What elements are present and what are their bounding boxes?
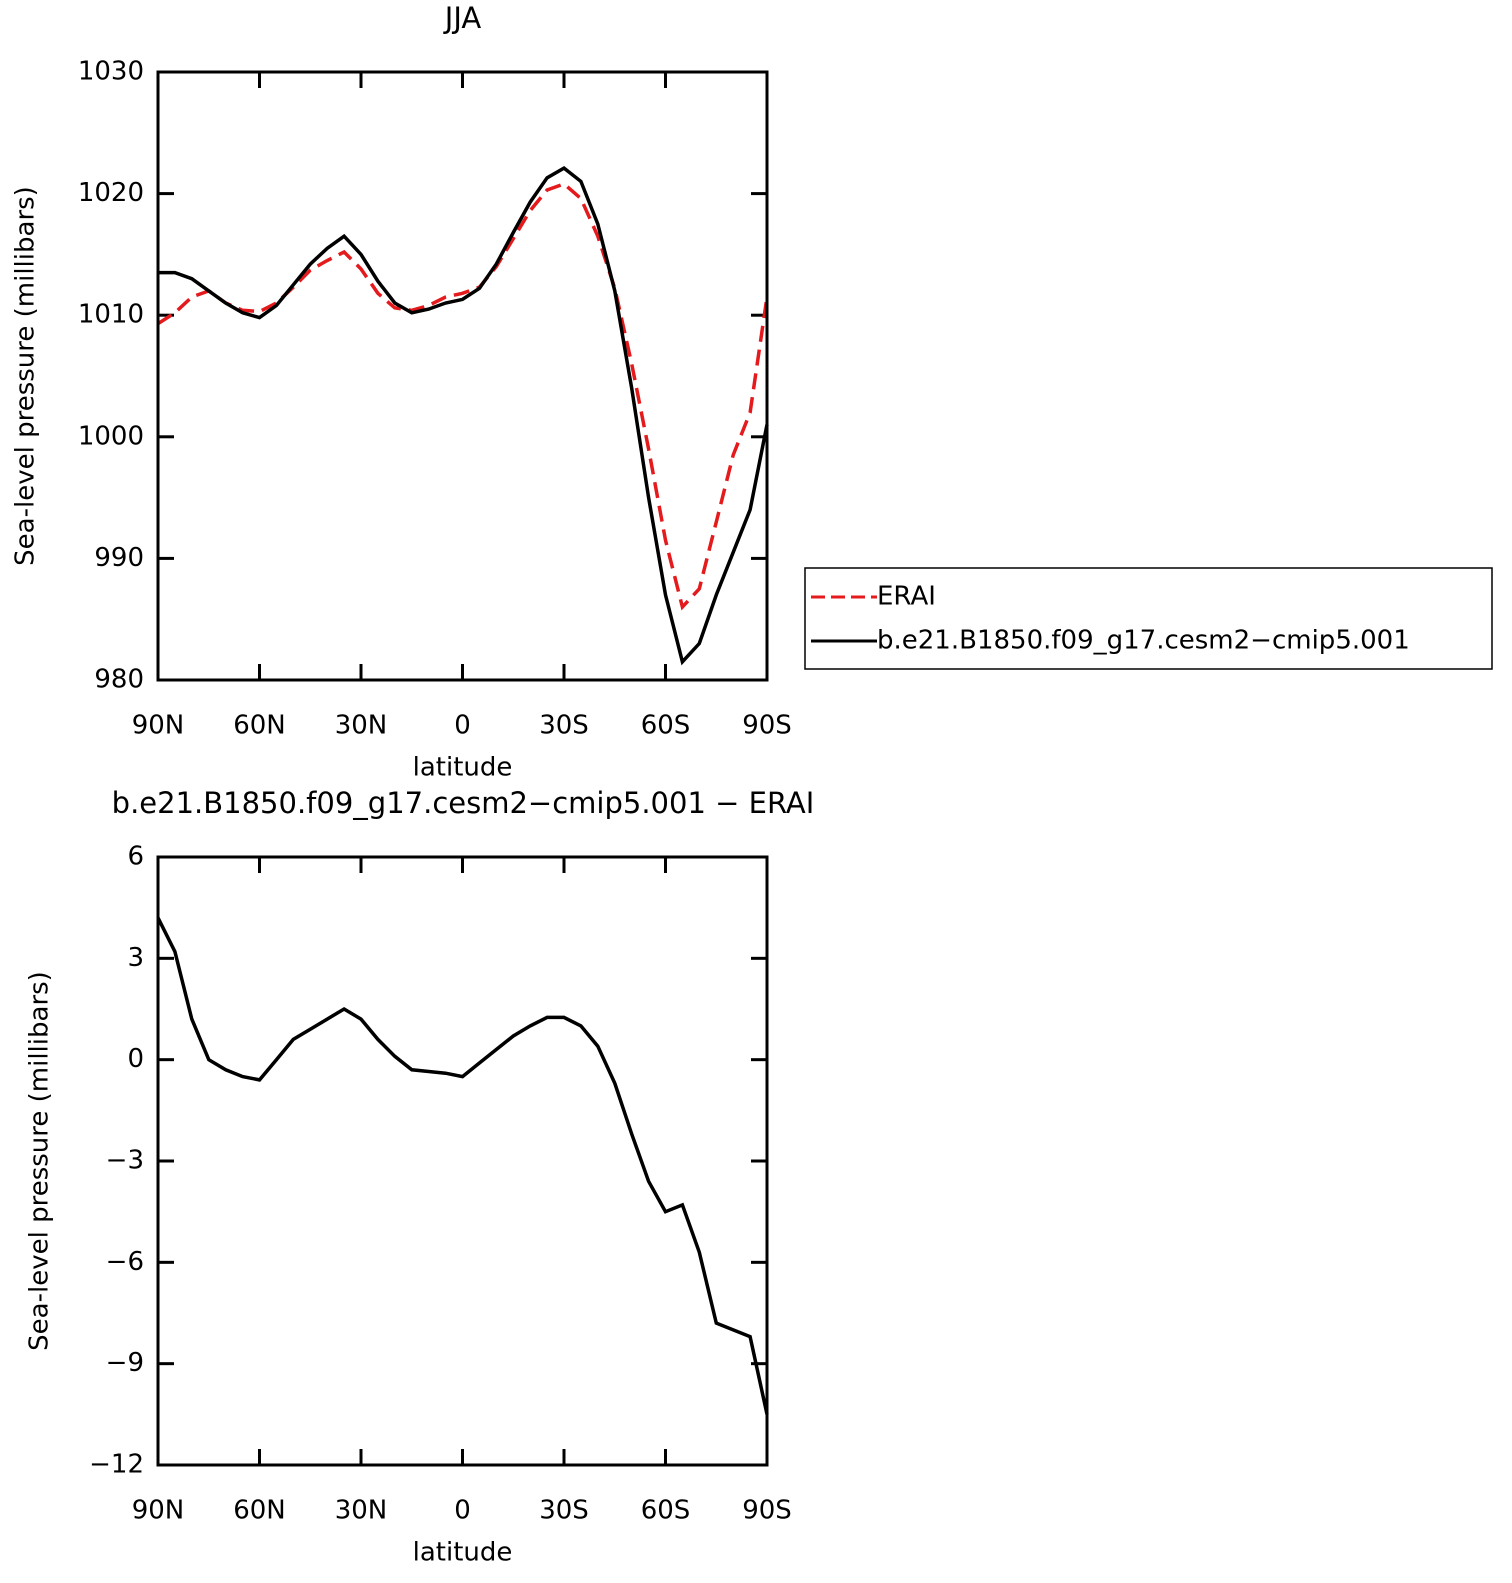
y-tick-label: 1000	[78, 421, 144, 451]
y-tick-label: −6	[106, 1247, 144, 1277]
x-tick-label: 90S	[742, 1496, 792, 1526]
y-tick-label: 1010	[78, 300, 144, 330]
x-tick-label: 0	[454, 711, 471, 741]
y-tick-label: 6	[127, 842, 144, 872]
y-axis-label: Sea-level pressure (millibars)	[11, 186, 41, 566]
x-tick-label: 60S	[641, 711, 691, 741]
y-tick-label: −9	[106, 1348, 144, 1378]
x-tick-label: 60N	[233, 1496, 286, 1526]
chart-title: JJA	[443, 1, 482, 35]
y-tick-label: −12	[89, 1450, 144, 1480]
y-tick-label: 980	[94, 665, 144, 695]
x-tick-label: 90N	[132, 711, 185, 741]
x-tick-label: 30S	[539, 711, 589, 741]
legend-label: b.e21.B1850.f09_g17.cesm2−cmip5.001	[877, 626, 1410, 656]
x-tick-label: 60N	[233, 711, 286, 741]
legend-box	[804, 567, 1493, 670]
x-tick-label: 30S	[539, 1496, 589, 1526]
y-axis-label: Sea-level pressure (millibars)	[25, 971, 55, 1351]
x-axis-label: latitude	[413, 1538, 513, 1568]
x-tick-label: 30N	[335, 1496, 388, 1526]
data-line	[158, 165, 769, 666]
x-tick-label: 30N	[335, 711, 388, 741]
x-tick-label: 90S	[742, 711, 792, 741]
chart-title: b.e21.B1850.f09_g17.cesm2−cmip5.001 − ER…	[112, 786, 815, 820]
plot-frame	[156, 70, 769, 682]
legend-label: ERAI	[877, 582, 936, 612]
data-line	[156, 917, 769, 1415]
y-tick-label: 990	[94, 543, 144, 573]
x-tick-label: 0	[454, 1496, 471, 1526]
y-tick-label: 1020	[78, 178, 144, 208]
data-line	[157, 181, 769, 611]
y-tick-label: 1030	[78, 57, 144, 87]
x-tick-label: 90N	[132, 1496, 185, 1526]
y-tick-label: −3	[106, 1146, 144, 1176]
plot-frame	[156, 855, 769, 1467]
y-tick-label: 3	[127, 943, 144, 973]
y-tick-label: 0	[127, 1044, 144, 1074]
x-axis-label: latitude	[413, 753, 513, 783]
x-tick-label: 60S	[641, 1496, 691, 1526]
